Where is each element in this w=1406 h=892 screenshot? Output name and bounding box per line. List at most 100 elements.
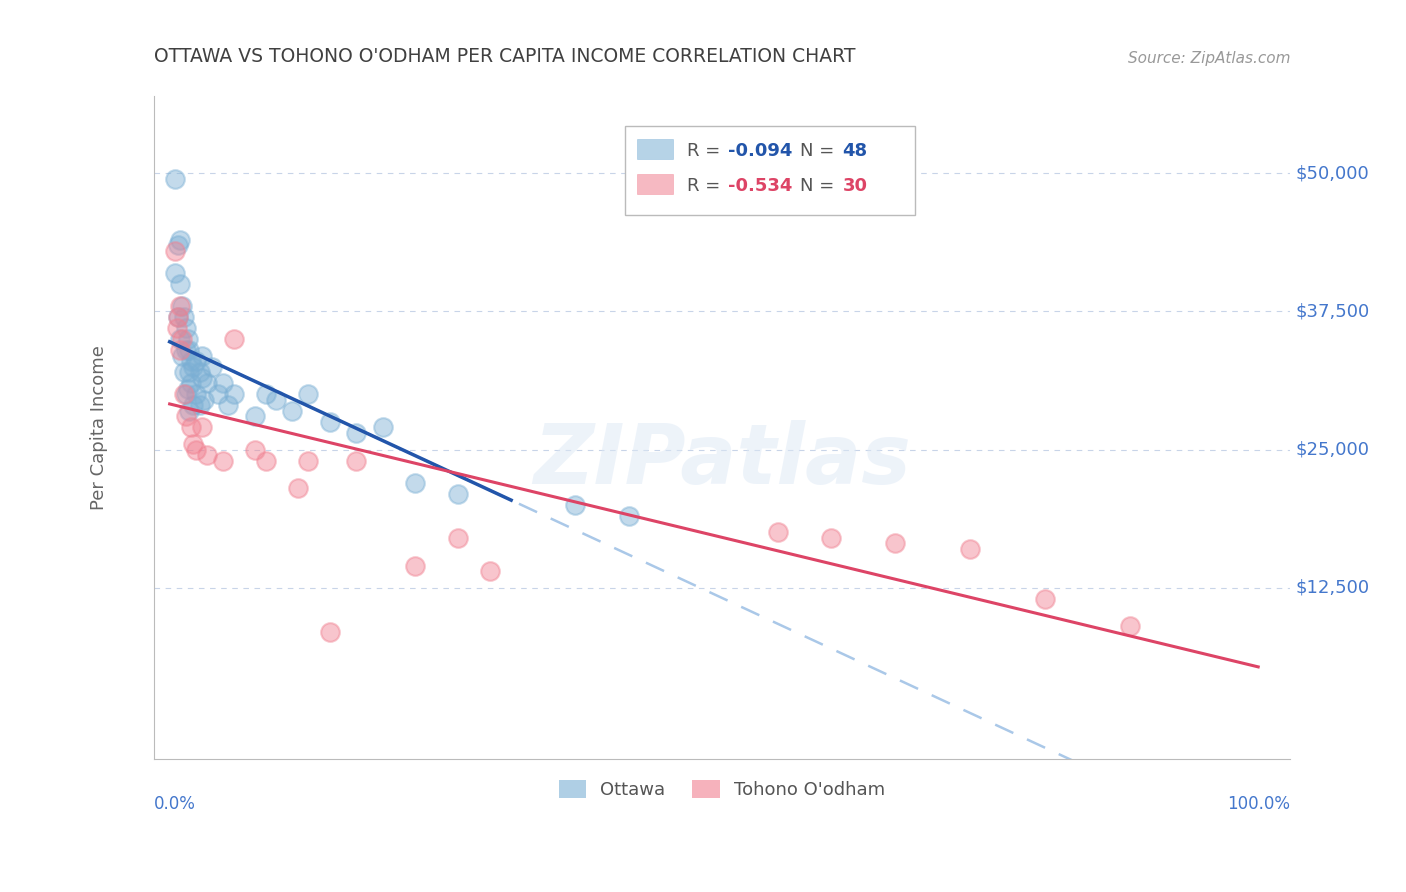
Text: $12,500: $12,500 (1296, 579, 1369, 597)
Text: N =: N = (800, 142, 841, 161)
FancyBboxPatch shape (637, 139, 673, 159)
Point (163, 172, 186, 186)
Text: $37,500: $37,500 (1296, 302, 1369, 320)
Point (766, 525, 789, 540)
Point (193, 392, 215, 407)
Point (167, 310, 190, 324)
Point (180, 420, 202, 434)
Point (207, 387, 229, 401)
Point (169, 233, 191, 247)
Point (404, 558, 426, 573)
Point (177, 365, 200, 379)
Point (212, 453, 235, 467)
Point (188, 398, 211, 412)
Point (186, 442, 208, 457)
Point (243, 442, 266, 457)
Point (884, 536, 907, 550)
Point (169, 343, 191, 358)
Text: Per Capita Income: Per Capita Income (90, 345, 108, 510)
Point (181, 398, 204, 412)
Text: R =: R = (686, 177, 725, 194)
Point (186, 387, 208, 401)
Point (266, 392, 288, 407)
Point (820, 531, 842, 545)
Point (174, 321, 197, 335)
Point (177, 404, 200, 418)
Text: 0.0%: 0.0% (153, 796, 195, 814)
Point (173, 310, 195, 324)
Point (169, 299, 191, 313)
Point (254, 453, 277, 467)
Point (447, 531, 470, 545)
Point (344, 453, 367, 467)
Point (177, 332, 200, 346)
Text: N =: N = (800, 177, 841, 194)
Text: ZIPatlas: ZIPatlas (533, 420, 911, 501)
Point (1119, 619, 1142, 633)
Point (371, 420, 394, 434)
Text: 48: 48 (842, 142, 868, 161)
Point (186, 354, 208, 368)
Point (188, 365, 211, 379)
Point (478, 564, 501, 578)
Point (181, 359, 204, 374)
Point (190, 370, 212, 384)
Point (166, 321, 188, 335)
Point (180, 354, 202, 368)
Point (174, 343, 197, 358)
Point (172, 349, 194, 363)
Point (297, 387, 319, 401)
Point (163, 266, 186, 280)
Point (617, 508, 640, 523)
Point (201, 359, 224, 374)
Point (177, 343, 200, 358)
Point (169, 277, 191, 291)
Point (297, 453, 319, 467)
Text: 30: 30 (842, 177, 868, 194)
Text: $25,000: $25,000 (1296, 441, 1369, 458)
Text: $50,000: $50,000 (1296, 164, 1369, 183)
Text: Source: ZipAtlas.com: Source: ZipAtlas.com (1128, 52, 1291, 66)
Point (195, 376, 218, 391)
Point (190, 420, 212, 434)
Text: 100.0%: 100.0% (1227, 796, 1291, 814)
Point (172, 299, 194, 313)
Text: -0.534: -0.534 (728, 177, 792, 194)
Point (404, 475, 426, 490)
Point (959, 541, 981, 556)
Text: -0.094: -0.094 (728, 142, 792, 161)
Point (319, 624, 342, 639)
Text: OTTAWA VS TOHONO O'ODHAM PER CAPITA INCOME CORRELATION CHART: OTTAWA VS TOHONO O'ODHAM PER CAPITA INCO… (153, 47, 855, 66)
Point (564, 498, 586, 512)
FancyBboxPatch shape (637, 174, 673, 194)
Point (172, 332, 194, 346)
Text: R =: R = (686, 142, 725, 161)
Point (212, 376, 235, 391)
Point (190, 349, 212, 363)
Point (180, 376, 202, 391)
FancyBboxPatch shape (626, 126, 915, 215)
Point (173, 365, 195, 379)
Point (177, 382, 200, 396)
Point (181, 437, 204, 451)
Point (174, 387, 197, 401)
Point (167, 310, 190, 324)
Point (281, 404, 304, 418)
Point (169, 332, 191, 346)
Point (319, 415, 342, 429)
Point (287, 481, 309, 495)
Point (222, 332, 245, 346)
Point (254, 387, 277, 401)
Point (344, 425, 367, 440)
Point (174, 409, 197, 424)
Point (163, 244, 186, 258)
Point (217, 398, 239, 412)
Point (1033, 591, 1056, 606)
Point (195, 448, 218, 462)
Point (447, 486, 470, 500)
Point (173, 387, 195, 401)
Point (222, 387, 245, 401)
Legend: Ottawa, Tohono O'odham: Ottawa, Tohono O'odham (551, 772, 893, 806)
Point (243, 409, 266, 424)
Point (167, 238, 190, 252)
